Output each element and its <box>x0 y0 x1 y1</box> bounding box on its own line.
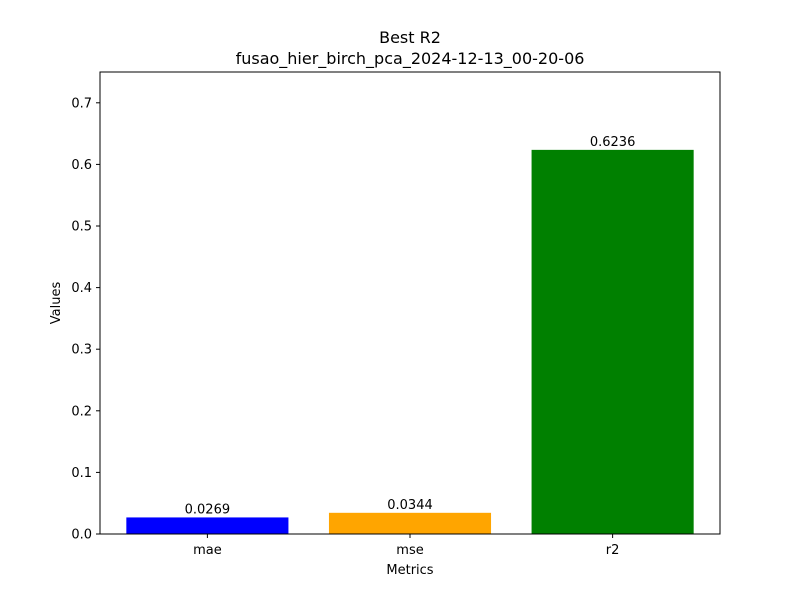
y-tick-label-7: 0.7 <box>71 96 92 111</box>
y-tick-label-5: 0.5 <box>71 220 92 235</box>
y-tick-label-0: 0.0 <box>71 528 92 543</box>
bar-value-label-mae: 0.0269 <box>185 502 231 517</box>
bar-value-labels: 0.0269 0.0344 0.6236 <box>185 135 636 518</box>
x-tick-label-r2: r2 <box>606 543 620 558</box>
bar-value-label-r2: 0.6236 <box>590 135 636 150</box>
bar-r2 <box>531 149 694 534</box>
y-axis-label: Values <box>49 282 64 325</box>
bar-mae <box>126 517 289 534</box>
chart-title: Best R2 <box>379 28 441 47</box>
bars-group <box>126 149 694 534</box>
bar-value-label-mse: 0.0344 <box>387 498 433 513</box>
x-axis-label: Metrics <box>386 563 433 578</box>
y-tick-label-3: 0.3 <box>71 343 92 358</box>
y-tick-label-2: 0.2 <box>71 404 92 419</box>
y-tick-label-1: 0.1 <box>71 466 92 481</box>
chart-subtitle: fusao_hier_birch_pca_2024-12-13_00-20-06 <box>236 49 585 69</box>
y-tick-label-4: 0.4 <box>71 281 92 296</box>
y-tick-label-6: 0.6 <box>71 158 92 173</box>
x-axis: mae mse r2 <box>193 534 619 558</box>
x-tick-label-mse: mse <box>396 543 423 558</box>
y-axis: 0.0 0.1 0.2 0.3 0.4 0.5 0.6 0.7 <box>71 96 100 543</box>
bar-mse <box>328 512 492 534</box>
x-tick-label-mae: mae <box>193 543 222 558</box>
